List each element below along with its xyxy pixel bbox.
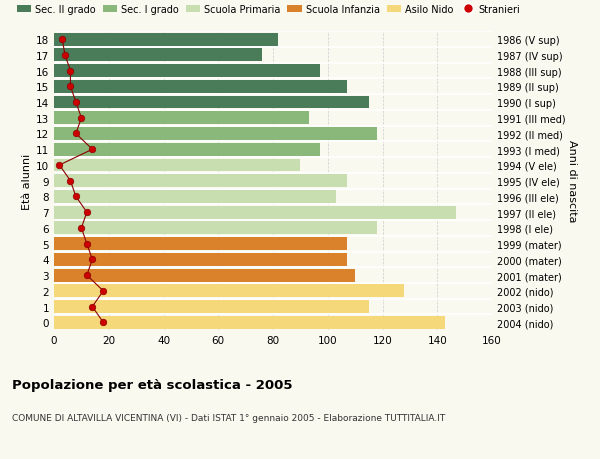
Bar (54, 253, 347, 266)
Bar (54, 34, 278, 46)
Bar (54, 159, 301, 172)
Point (88, 256, 97, 263)
Point (88, 303, 97, 311)
Point (58, 36, 67, 44)
Point (55, 162, 64, 169)
Bar (54, 81, 347, 94)
Point (71, 99, 81, 106)
Bar (54, 285, 404, 297)
Y-axis label: Età alunni: Età alunni (22, 153, 32, 209)
Point (71, 193, 81, 201)
Text: Popolazione per età scolastica - 2005: Popolazione per età scolastica - 2005 (12, 379, 293, 392)
Point (77, 225, 86, 232)
Point (98, 319, 108, 326)
Bar (54, 144, 320, 157)
Legend: Sec. II grado, Sec. I grado, Scuola Primaria, Scuola Infanzia, Asilo Nido, Stran: Sec. II grado, Sec. I grado, Scuola Prim… (17, 5, 521, 15)
Bar (54, 128, 377, 140)
Point (82, 241, 92, 248)
Y-axis label: Anni di nascita: Anni di nascita (566, 140, 577, 223)
Bar (54, 112, 308, 125)
Point (71, 130, 81, 138)
Point (88, 146, 97, 154)
Text: COMUNE DI ALTAVILLA VICENTINA (VI) - Dati ISTAT 1° gennaio 2005 - Elaborazione T: COMUNE DI ALTAVILLA VICENTINA (VI) - Dat… (12, 413, 445, 422)
Point (65, 178, 75, 185)
Point (82, 272, 92, 279)
Bar (54, 96, 369, 109)
Bar (54, 206, 457, 219)
Bar (54, 269, 355, 282)
Point (77, 115, 86, 122)
Point (65, 68, 75, 75)
Point (82, 209, 92, 216)
Bar (54, 65, 320, 78)
Bar (54, 175, 347, 188)
Bar (54, 238, 347, 251)
Point (98, 287, 108, 295)
Bar (54, 190, 336, 203)
Bar (54, 316, 445, 329)
Point (65, 84, 75, 91)
Bar (54, 49, 262, 62)
Bar (54, 301, 369, 313)
Point (60, 52, 70, 59)
Bar (54, 222, 377, 235)
